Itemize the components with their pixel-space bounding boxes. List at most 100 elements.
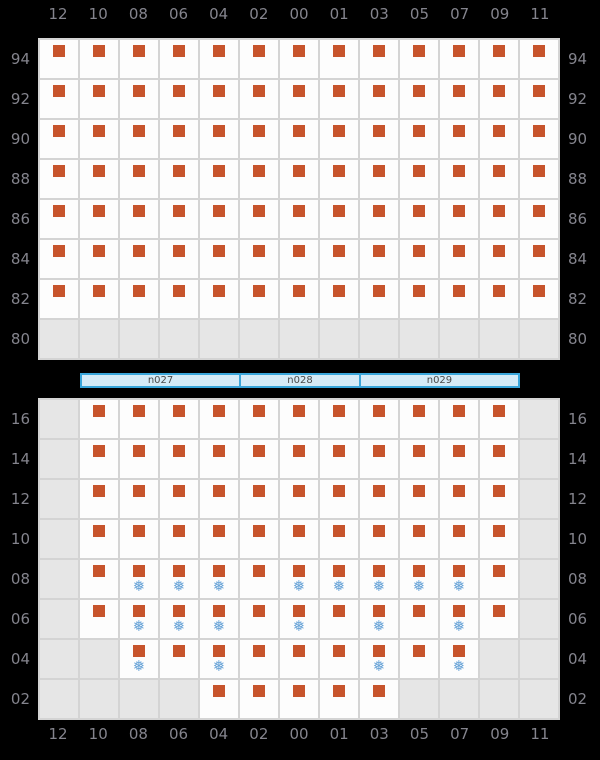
grid-cell[interactable] — [440, 280, 478, 318]
grid-cell[interactable] — [480, 160, 518, 198]
grid-cell[interactable]: ❅ — [120, 600, 158, 638]
grid-cell[interactable] — [120, 240, 158, 278]
grid-cell[interactable] — [520, 40, 558, 78]
grid-cell[interactable] — [360, 480, 398, 518]
grid-cell[interactable] — [480, 80, 518, 118]
grid-cell[interactable] — [40, 160, 78, 198]
grid-cell[interactable] — [80, 440, 118, 478]
grid-cell[interactable] — [360, 400, 398, 438]
grid-cell[interactable]: ❅ — [120, 560, 158, 598]
grid-cell[interactable] — [80, 400, 118, 438]
grid-cell[interactable] — [400, 240, 438, 278]
grid-cell[interactable] — [160, 400, 198, 438]
grid-cell[interactable]: ❅ — [440, 640, 478, 678]
grid-cell[interactable] — [360, 80, 398, 118]
grid-cell[interactable] — [280, 240, 318, 278]
grid-cell[interactable] — [280, 520, 318, 558]
grid-cell[interactable] — [440, 400, 478, 438]
grid-cell[interactable] — [320, 240, 358, 278]
grid-cell[interactable] — [520, 80, 558, 118]
grid-cell[interactable] — [240, 520, 278, 558]
grid-cell[interactable] — [120, 440, 158, 478]
grid-cell[interactable] — [200, 400, 238, 438]
grid-cell[interactable]: ❅ — [400, 560, 438, 598]
grid-cell[interactable] — [360, 200, 398, 238]
node-segment-n027[interactable]: n027 — [82, 375, 240, 386]
grid-cell[interactable] — [240, 560, 278, 598]
grid-cell[interactable]: ❅ — [200, 600, 238, 638]
grid-cell[interactable] — [440, 200, 478, 238]
grid-cell[interactable] — [200, 480, 238, 518]
grid-cell[interactable] — [240, 160, 278, 198]
grid-cell[interactable] — [360, 280, 398, 318]
grid-cell[interactable] — [120, 200, 158, 238]
grid-cell[interactable] — [440, 40, 478, 78]
grid-cell[interactable] — [240, 280, 278, 318]
grid-cell[interactable]: ❅ — [280, 600, 318, 638]
grid-cell[interactable] — [120, 400, 158, 438]
grid-cell[interactable] — [520, 240, 558, 278]
grid-cell[interactable] — [320, 80, 358, 118]
grid-cell[interactable] — [240, 640, 278, 678]
grid-cell[interactable] — [480, 440, 518, 478]
grid-cell[interactable] — [520, 280, 558, 318]
grid-cell[interactable] — [280, 640, 318, 678]
grid-cell[interactable] — [40, 40, 78, 78]
grid-cell[interactable] — [280, 80, 318, 118]
grid-cell[interactable] — [440, 480, 478, 518]
grid-cell[interactable] — [240, 80, 278, 118]
grid-cell[interactable] — [160, 520, 198, 558]
grid-cell[interactable] — [400, 200, 438, 238]
grid-cell[interactable] — [160, 240, 198, 278]
grid-cell[interactable] — [160, 200, 198, 238]
grid-cell[interactable] — [280, 480, 318, 518]
grid-cell[interactable] — [320, 520, 358, 558]
grid-cell[interactable] — [80, 280, 118, 318]
grid-cell[interactable] — [360, 240, 398, 278]
grid-cell[interactable] — [40, 120, 78, 158]
grid-cell[interactable] — [520, 200, 558, 238]
grid-cell[interactable] — [80, 560, 118, 598]
grid-cell[interactable] — [440, 120, 478, 158]
grid-cell[interactable] — [480, 200, 518, 238]
grid-cell[interactable] — [400, 160, 438, 198]
grid-cell[interactable] — [120, 80, 158, 118]
grid-cell[interactable] — [320, 200, 358, 238]
grid-cell[interactable] — [320, 400, 358, 438]
grid-cell[interactable] — [80, 240, 118, 278]
grid-cell[interactable]: ❅ — [160, 600, 198, 638]
grid-cell[interactable] — [400, 640, 438, 678]
grid-cell[interactable] — [320, 480, 358, 518]
grid-cell[interactable]: ❅ — [360, 600, 398, 638]
grid-cell[interactable]: ❅ — [120, 640, 158, 678]
grid-cell[interactable]: ❅ — [160, 560, 198, 598]
grid-cell[interactable] — [280, 440, 318, 478]
grid-cell[interactable]: ❅ — [320, 560, 358, 598]
grid-cell[interactable] — [160, 160, 198, 198]
grid-cell[interactable] — [400, 40, 438, 78]
grid-cell[interactable] — [320, 160, 358, 198]
grid-cell[interactable] — [160, 120, 198, 158]
grid-cell[interactable] — [520, 160, 558, 198]
grid-cell[interactable] — [480, 600, 518, 638]
grid-cell[interactable] — [240, 480, 278, 518]
grid-cell[interactable] — [480, 400, 518, 438]
grid-cell[interactable] — [320, 600, 358, 638]
grid-cell[interactable] — [80, 80, 118, 118]
grid-cell[interactable] — [320, 440, 358, 478]
grid-cell[interactable] — [480, 560, 518, 598]
grid-cell[interactable] — [40, 200, 78, 238]
grid-cell[interactable] — [160, 640, 198, 678]
grid-cell[interactable] — [120, 120, 158, 158]
grid-cell[interactable] — [40, 80, 78, 118]
grid-cell[interactable] — [320, 640, 358, 678]
grid-cell[interactable] — [160, 480, 198, 518]
grid-cell[interactable] — [360, 520, 398, 558]
grid-cell[interactable] — [400, 80, 438, 118]
grid-cell[interactable] — [400, 600, 438, 638]
grid-cell[interactable] — [40, 240, 78, 278]
grid-cell[interactable] — [400, 120, 438, 158]
grid-cell[interactable] — [120, 480, 158, 518]
grid-cell[interactable] — [440, 160, 478, 198]
grid-cell[interactable] — [480, 240, 518, 278]
